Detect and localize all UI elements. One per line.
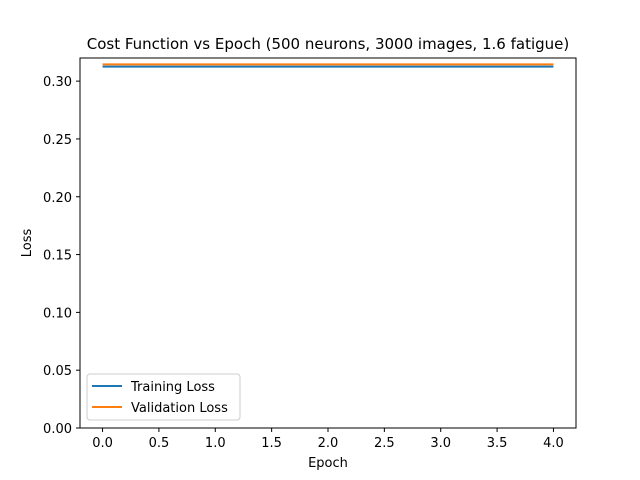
x-tick-label: 1.5 [261,436,282,451]
legend-label-training-loss: Training Loss [130,380,215,395]
y-tick-label: 0.00 [43,422,72,437]
y-axis-label: Loss [20,229,35,258]
plot-background [80,58,576,428]
chart-title: Cost Function vs Epoch (500 neurons, 300… [87,35,569,53]
y-tick-label: 0.05 [43,364,72,379]
legend: Training Loss Validation Loss [86,373,241,421]
x-tick-label: 3.0 [430,436,451,451]
x-tick-label: 2.0 [318,436,339,451]
y-tick-label: 0.30 [43,75,72,90]
y-tick-label: 0.10 [43,306,72,321]
x-axis: 0.0 0.5 1.0 1.5 2.0 2.5 3.0 3.5 4.0 [92,428,564,451]
plot-area [79,57,577,429]
legend-label-validation-loss: Validation Loss [131,401,228,416]
x-tick-label: 2.5 [374,436,395,451]
y-tick-label: 0.15 [43,249,72,264]
x-tick-label: 0.5 [149,436,170,451]
x-tick-label: 0.0 [92,436,113,451]
y-tick-label: 0.25 [43,133,72,148]
y-axis: 0.00 0.05 0.10 0.15 0.20 0.25 0.30 [43,75,80,437]
y-tick-label: 0.20 [43,191,72,206]
x-tick-label: 4.0 [543,436,564,451]
x-axis-label: Epoch [308,456,348,471]
x-tick-label: 3.5 [487,436,508,451]
x-tick-label: 1.0 [205,436,226,451]
legend-box [86,373,241,421]
series-layer [102,63,554,68]
